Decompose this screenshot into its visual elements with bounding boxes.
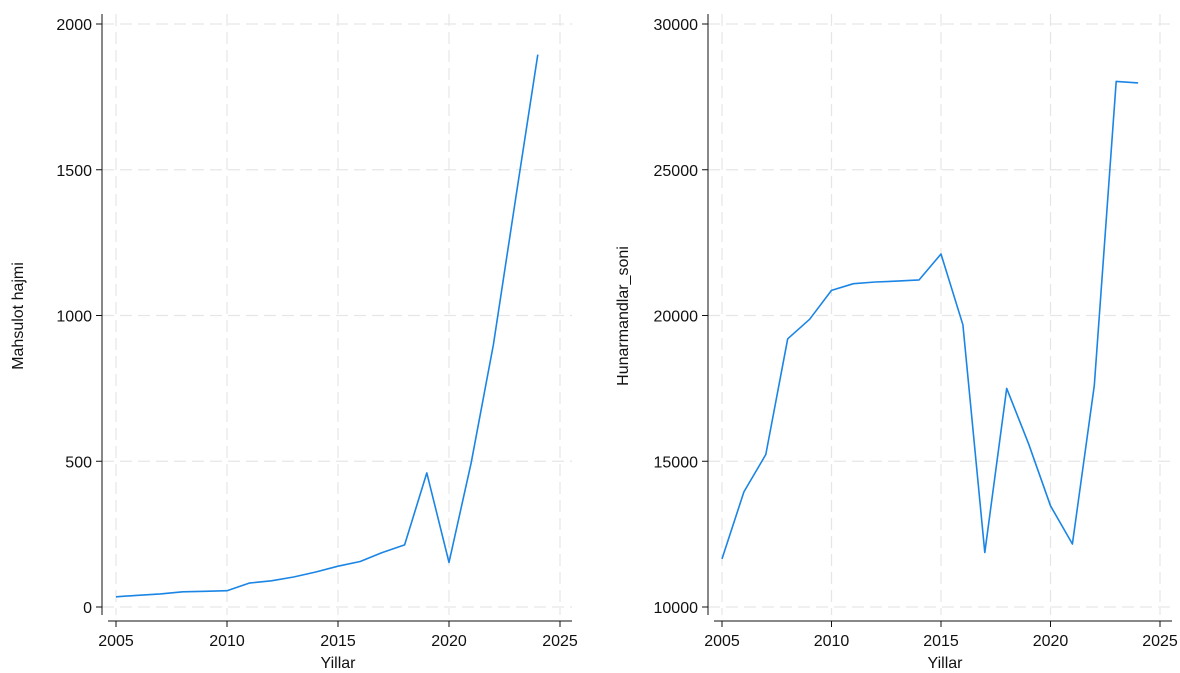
x-tick-label: 2020 — [431, 633, 467, 650]
gridlines — [102, 14, 572, 615]
x-tick-label: 2020 — [1033, 633, 1069, 650]
chart-panel-mahsulot-hajmi: 2005 2010 2015 2020 2025 0 500 1000 1500 2000 Yi… — [10, 14, 578, 672]
chart-panel-hunarmandlar-soni: 2005 2010 2015 2020 2025 10000 15000 20000 2500… — [615, 14, 1178, 672]
series-line — [115, 54, 539, 598]
y-tick-label: 20000 — [654, 309, 699, 326]
x-tick-label: 2010 — [209, 633, 245, 650]
y-axis-title: Hunarmandlar_soni — [615, 246, 632, 386]
x-tick-label: 2010 — [814, 633, 850, 650]
y-tick-label: 1500 — [56, 163, 92, 180]
axes — [96, 14, 572, 627]
series — [721, 80, 1139, 560]
y-tick-label: 1000 — [56, 309, 92, 326]
series — [115, 54, 539, 598]
x-tick-label: 2005 — [98, 633, 134, 650]
y-tick-label: 10000 — [654, 600, 699, 617]
y-tick-labels: 0 500 1000 1500 2000 — [56, 17, 92, 617]
y-tick-label: 25000 — [654, 163, 699, 180]
x-tick-label: 2025 — [542, 633, 578, 650]
gridlines — [708, 14, 1172, 615]
y-tick-label: 0 — [83, 600, 92, 617]
y-tick-label: 500 — [65, 454, 92, 471]
x-tick-label: 2015 — [320, 633, 356, 650]
axes — [702, 14, 1172, 627]
y-tick-label: 15000 — [654, 454, 699, 471]
x-axis-title: Yillar — [321, 655, 357, 672]
x-tick-labels: 2005 2010 2015 2020 2025 — [704, 633, 1178, 650]
x-axis-title: Yillar — [928, 655, 964, 672]
x-tick-label: 2025 — [1142, 633, 1178, 650]
y-axis-title: Mahsulot hajmi — [10, 262, 27, 370]
series-line — [721, 80, 1139, 560]
x-tick-labels: 2005 2010 2015 2020 2025 — [98, 633, 578, 650]
y-tick-labels: 10000 15000 20000 25000 30000 — [654, 17, 699, 617]
y-tick-label: 30000 — [654, 17, 699, 34]
x-tick-label: 2005 — [704, 633, 740, 650]
x-tick-label: 2015 — [923, 633, 959, 650]
y-tick-label: 2000 — [56, 17, 92, 34]
